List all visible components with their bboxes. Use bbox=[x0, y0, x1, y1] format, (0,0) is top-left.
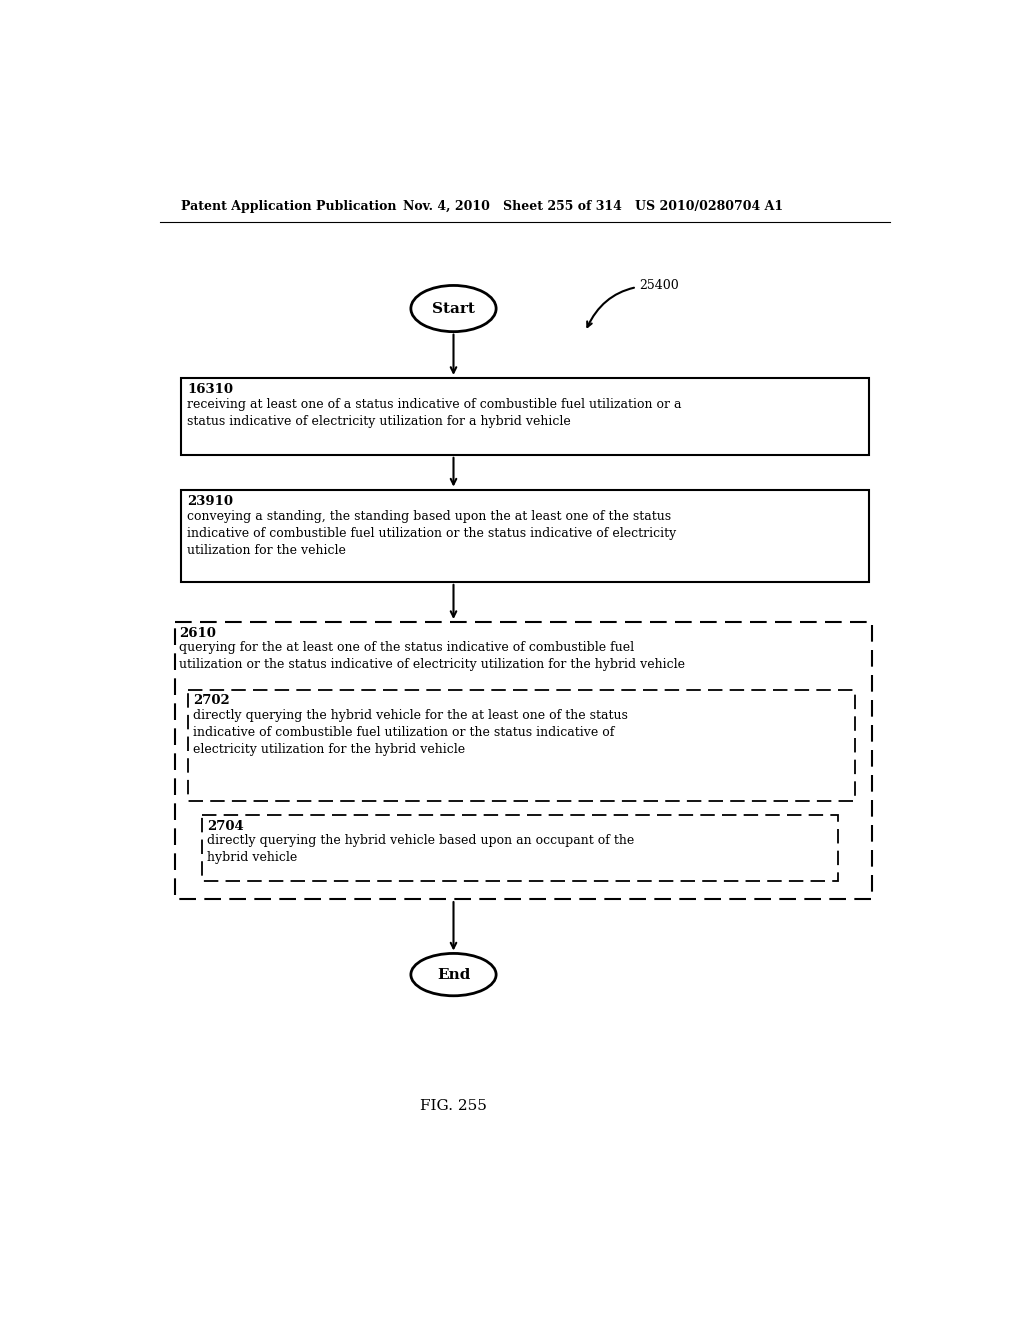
Text: End: End bbox=[437, 968, 470, 982]
Text: 25400: 25400 bbox=[587, 280, 679, 327]
Bar bbox=[180, 378, 869, 455]
Text: Nov. 4, 2010   Sheet 255 of 314   US 2010/0280704 A1: Nov. 4, 2010 Sheet 255 of 314 US 2010/02… bbox=[403, 199, 783, 213]
Text: directly querying the hybrid vehicle based upon an occupant of the
hybrid vehicl: directly querying the hybrid vehicle bas… bbox=[207, 834, 634, 865]
Bar bbox=[203, 816, 838, 880]
Text: 2702: 2702 bbox=[194, 694, 229, 708]
Text: 23910: 23910 bbox=[187, 495, 232, 508]
Text: 16310: 16310 bbox=[187, 383, 232, 396]
Text: Patent Application Publication: Patent Application Publication bbox=[180, 199, 396, 213]
Text: conveying a standing, the standing based upon the at least one of the status
ind: conveying a standing, the standing based… bbox=[187, 510, 676, 557]
Text: receiving at least one of a status indicative of combustible fuel utilization or: receiving at least one of a status indic… bbox=[187, 397, 681, 428]
Text: 2704: 2704 bbox=[207, 820, 244, 833]
Text: Start: Start bbox=[432, 301, 475, 315]
Bar bbox=[180, 490, 869, 582]
Bar bbox=[188, 689, 855, 801]
Text: querying for the at least one of the status indicative of combustible fuel
utili: querying for the at least one of the sta… bbox=[179, 642, 685, 671]
Text: FIG. 255: FIG. 255 bbox=[420, 1098, 487, 1113]
Bar bbox=[174, 622, 872, 899]
Text: 2610: 2610 bbox=[179, 627, 216, 640]
Text: directly querying the hybrid vehicle for the at least one of the status
indicati: directly querying the hybrid vehicle for… bbox=[194, 709, 628, 756]
